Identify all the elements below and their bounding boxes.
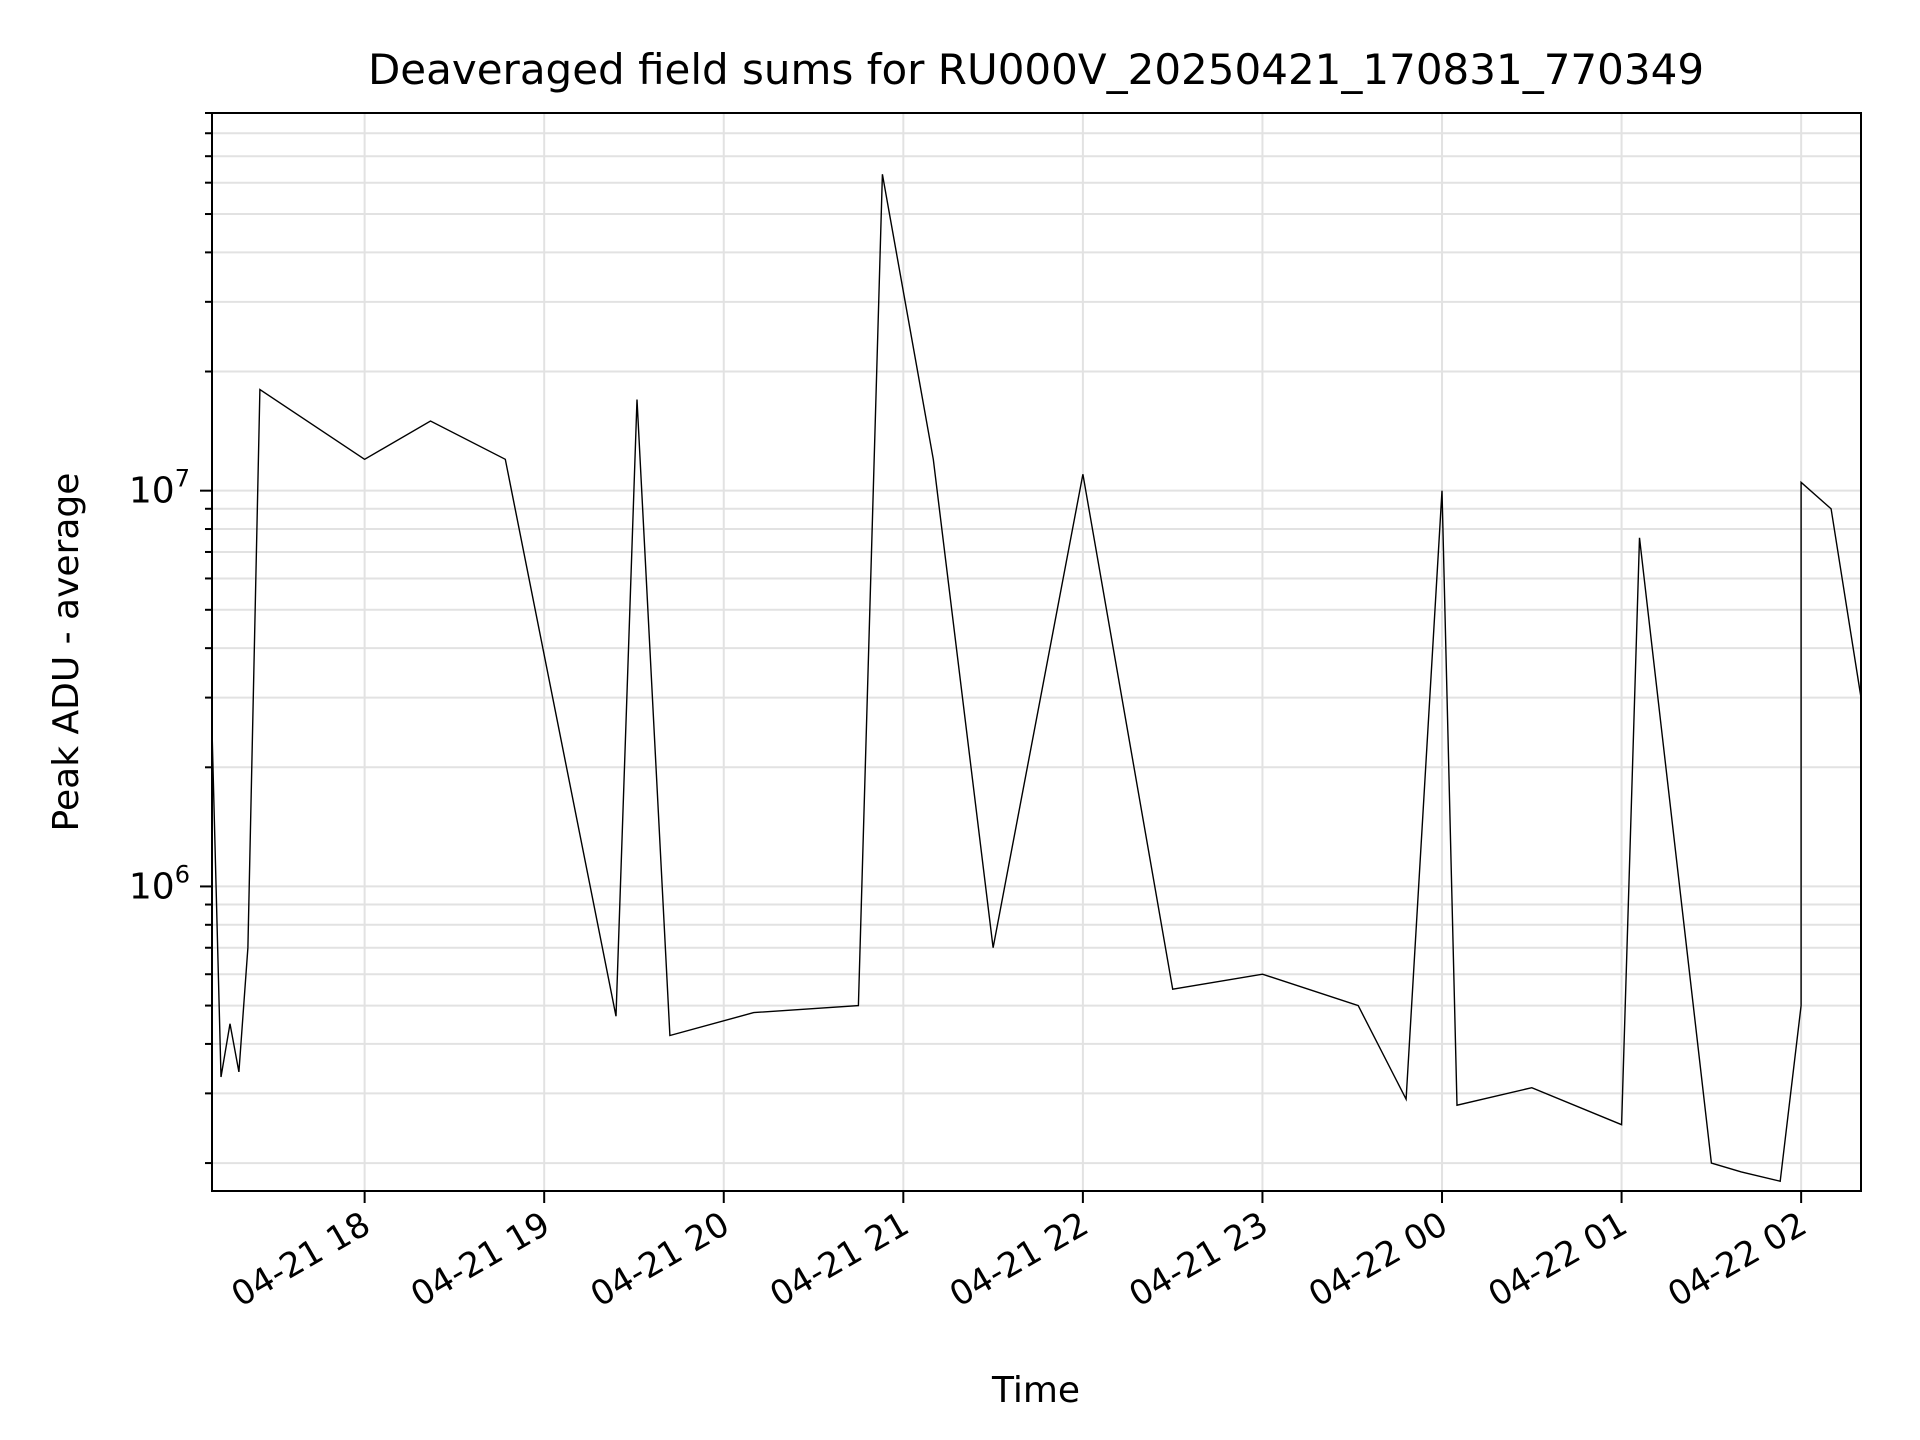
y-tick-label: 107: [129, 465, 190, 512]
y-tick-label: 106: [129, 860, 190, 907]
y-axis: 106 107: [129, 112, 212, 1165]
series-line: [211, 174, 1862, 1183]
chart-title: Deaveraged field sums for RU000V_2025042…: [368, 45, 1704, 94]
data-line: [211, 174, 1862, 1183]
grid: [212, 112, 1861, 1191]
plot-frame: [211, 112, 1862, 1192]
y-axis-label: Peak ADU - average: [46, 473, 87, 832]
x-axis-label: Time: [991, 1370, 1080, 1411]
